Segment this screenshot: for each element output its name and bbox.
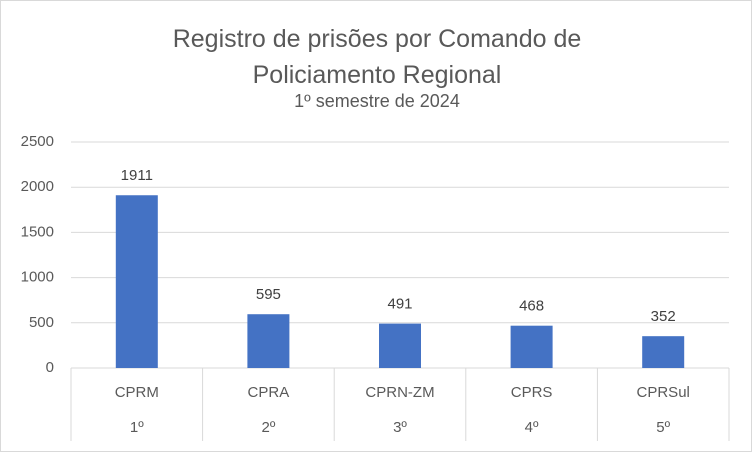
x-group-label: 2º — [261, 419, 275, 436]
y-tick-label: 0 — [46, 359, 54, 376]
value-label: 1911 — [121, 167, 153, 184]
x-tick-label: CPRA — [248, 384, 290, 401]
value-label: 352 — [651, 308, 676, 325]
x-tick-label: CPRN-ZM — [365, 384, 434, 401]
x-tick-label: CPRS — [511, 384, 553, 401]
x-group-label: 3º — [393, 419, 407, 436]
x-tick-label: CPRSul — [637, 384, 690, 401]
y-tick-label: 1000 — [21, 269, 54, 286]
x-group-label: 4º — [525, 419, 539, 436]
bar — [642, 336, 685, 368]
value-label: 468 — [519, 298, 544, 315]
value-label: 491 — [387, 296, 412, 313]
chart-title: Registro de prisões por Comando de Polic… — [172, 25, 582, 89]
chart-subtitle: 1º semestre de 2024 — [294, 91, 460, 111]
y-tick-label: 2000 — [21, 178, 54, 195]
value-label: 595 — [256, 286, 281, 303]
bar — [247, 314, 290, 368]
x-group-label: 1º — [130, 419, 144, 436]
bar — [379, 323, 421, 368]
bar — [115, 195, 158, 368]
y-tick-label: 1500 — [21, 223, 54, 240]
y-tick-label: 2500 — [21, 133, 54, 150]
bar — [510, 325, 553, 368]
x-group-label: 5º — [656, 419, 670, 436]
y-tick-label: 500 — [29, 314, 54, 331]
x-tick-label: CPRM — [115, 384, 159, 401]
